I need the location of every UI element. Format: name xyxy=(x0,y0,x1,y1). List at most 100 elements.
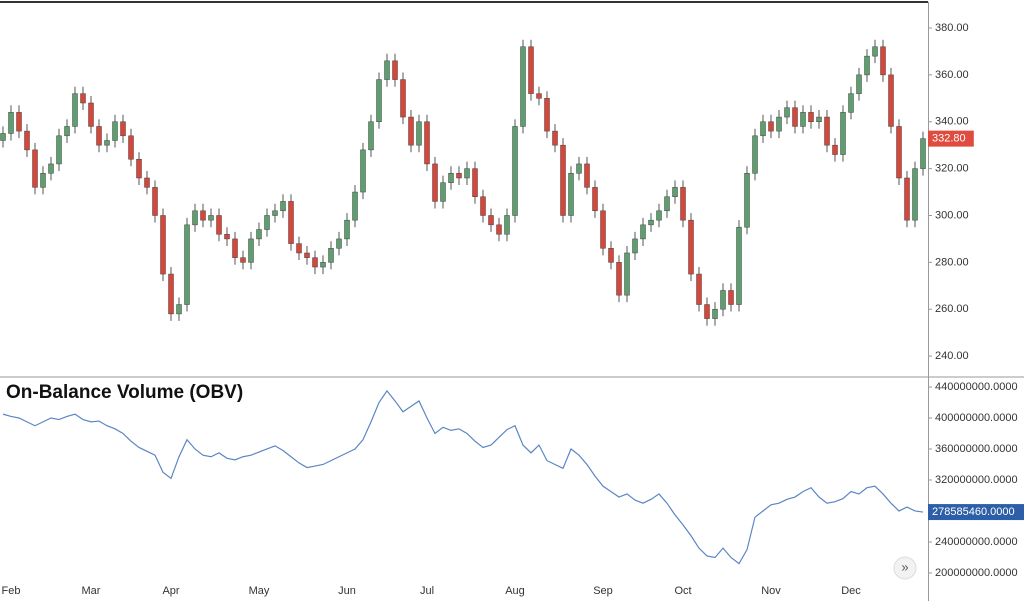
candle-body xyxy=(296,243,302,254)
candle-body xyxy=(736,226,742,305)
y-tick-label: 320.00 xyxy=(935,163,969,175)
candle-body xyxy=(840,112,846,155)
candle-body xyxy=(8,112,14,134)
candle-body xyxy=(272,210,278,216)
candle-body xyxy=(824,116,830,146)
candle-body xyxy=(688,219,694,275)
candle-body xyxy=(120,121,126,137)
candle-body xyxy=(568,173,574,216)
candle-body xyxy=(560,144,566,216)
candle-body xyxy=(808,112,814,122)
x-tick-label: Sep xyxy=(593,585,613,597)
y-tick-label: 400000000.0000 xyxy=(935,412,1018,424)
last-value-label: 332.80 xyxy=(932,133,966,145)
candle-body xyxy=(360,149,366,193)
x-tick-label: Mar xyxy=(82,585,101,597)
candle-body xyxy=(872,46,878,57)
candle-body xyxy=(352,191,358,221)
candle-body xyxy=(192,210,198,226)
candle-body xyxy=(368,121,374,151)
y-tick-label: 280.00 xyxy=(935,256,969,268)
candle-body xyxy=(104,140,110,146)
candle-body xyxy=(112,121,118,141)
candle-body xyxy=(552,130,558,146)
candle-body xyxy=(712,308,718,319)
candle-body xyxy=(240,257,246,263)
candle-body xyxy=(448,173,454,183)
x-tick-label: Dec xyxy=(841,585,861,597)
candle-body xyxy=(312,257,318,268)
candle-body xyxy=(344,219,350,240)
candle-body xyxy=(848,93,854,113)
candle-body xyxy=(64,126,70,137)
candle-body xyxy=(512,126,518,216)
candle-body xyxy=(584,163,590,188)
candle-body xyxy=(616,262,622,296)
y-tick-label: 360000000.0000 xyxy=(935,443,1018,455)
candle-body xyxy=(904,177,910,221)
candle-body xyxy=(136,158,142,179)
candle-body xyxy=(704,304,710,319)
x-tick-label: Oct xyxy=(674,585,691,597)
candle-body xyxy=(208,215,214,221)
candle-body xyxy=(416,121,422,146)
candle-body xyxy=(456,173,462,179)
x-tick-label: Nov xyxy=(761,585,781,597)
y-tick-label: 340.00 xyxy=(935,116,969,128)
candle-body xyxy=(288,201,294,244)
candle-body xyxy=(520,46,526,127)
candle-body xyxy=(864,55,870,76)
candle-body xyxy=(648,219,654,226)
candle-body xyxy=(880,46,886,76)
candle-body xyxy=(32,149,38,188)
x-tick-label: Aug xyxy=(505,585,525,597)
candle-body xyxy=(592,187,598,212)
candle-body xyxy=(384,60,390,80)
candle-body xyxy=(720,290,726,310)
y-tick-label: 320000000.0000 xyxy=(935,474,1018,486)
candle-body xyxy=(488,215,494,226)
last-value-label: 278585460.0000 xyxy=(932,506,1015,518)
candle-body xyxy=(280,201,286,212)
y-tick-label: 300.00 xyxy=(935,209,969,221)
scroll-button[interactable]: » xyxy=(893,556,917,580)
candle-body xyxy=(728,290,734,305)
candle-body xyxy=(440,182,446,202)
candle-body xyxy=(744,173,750,228)
candle-body xyxy=(768,121,774,132)
candle-body xyxy=(656,210,662,221)
x-tick-label: Jun xyxy=(338,585,356,597)
y-tick-label: 240000000.0000 xyxy=(935,536,1018,548)
candle-body xyxy=(608,248,614,263)
candle-body xyxy=(328,248,334,263)
candle-body xyxy=(624,252,630,296)
y-tick-label: 440000000.0000 xyxy=(935,381,1018,393)
candle-body xyxy=(392,60,398,80)
indicator-title: On-Balance Volume (OBV) xyxy=(6,382,243,403)
candle-body xyxy=(48,163,54,174)
candle-body xyxy=(496,224,502,235)
y-tick-label: 200000000.0000 xyxy=(935,567,1018,579)
candle-body xyxy=(200,210,206,221)
candle-body xyxy=(600,210,606,249)
x-tick-label: Feb xyxy=(2,585,21,597)
candle-body xyxy=(432,163,438,202)
y-tick-label: 240.00 xyxy=(935,350,969,362)
candle-body xyxy=(168,273,174,315)
candle-body xyxy=(376,79,382,122)
candle-body xyxy=(896,126,902,179)
candle-body xyxy=(72,93,78,127)
candle-body xyxy=(336,238,342,249)
candle-body xyxy=(776,116,782,132)
candle-body xyxy=(800,112,806,127)
candle-body xyxy=(472,168,478,197)
candle-body xyxy=(400,79,406,118)
x-tick-label: Apr xyxy=(162,585,179,597)
candle-body xyxy=(160,215,166,275)
last-value-box xyxy=(928,504,1024,521)
candle-body xyxy=(408,116,414,146)
candle-body xyxy=(544,98,550,132)
candle-body xyxy=(224,233,230,240)
